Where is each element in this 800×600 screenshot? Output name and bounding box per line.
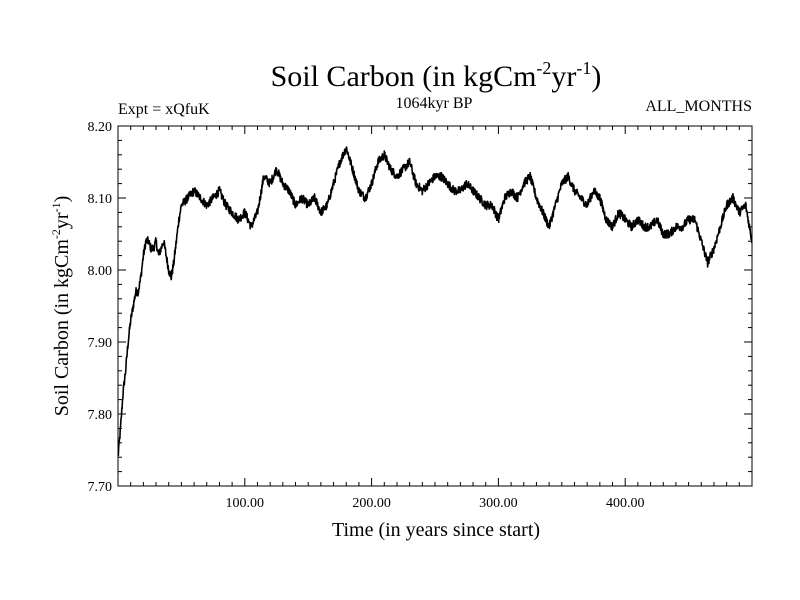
subtitle-months: ALL_MONTHS <box>645 98 752 115</box>
y-tick-label: 8.00 <box>88 264 113 279</box>
x-tick-label: 100.00 <box>226 496 265 511</box>
x-tick-label: 300.00 <box>479 496 518 511</box>
y-tick-label: 7.70 <box>88 480 113 495</box>
series-line-soil-carbon <box>117 146 753 457</box>
x-tick-label: 400.00 <box>606 496 645 511</box>
y-tick-label: 7.90 <box>88 336 113 351</box>
y-axis-label: Soil Carbon (in kgCm-2yr-1) <box>49 196 73 417</box>
series-group <box>117 146 753 457</box>
y-tick-label: 8.20 <box>88 120 113 135</box>
axis-tick-labels: 100.00 200.00 300.00 400.00 7.70 7.80 7.90 8.00… <box>88 120 645 511</box>
y-tick-label: 8.10 <box>88 192 113 207</box>
subtitle-period: 1064kyr BP <box>396 95 473 112</box>
axis-ticks <box>118 126 752 486</box>
subtitle-experiment: Expt = xQfuK <box>118 101 210 118</box>
x-tick-label: 200.00 <box>352 496 391 511</box>
y-tick-label: 7.80 <box>88 408 113 423</box>
chart-title: Soil Carbon (in kgCm-2yr-1) <box>271 58 602 93</box>
x-axis-label: Time (in years since start) <box>332 519 540 541</box>
